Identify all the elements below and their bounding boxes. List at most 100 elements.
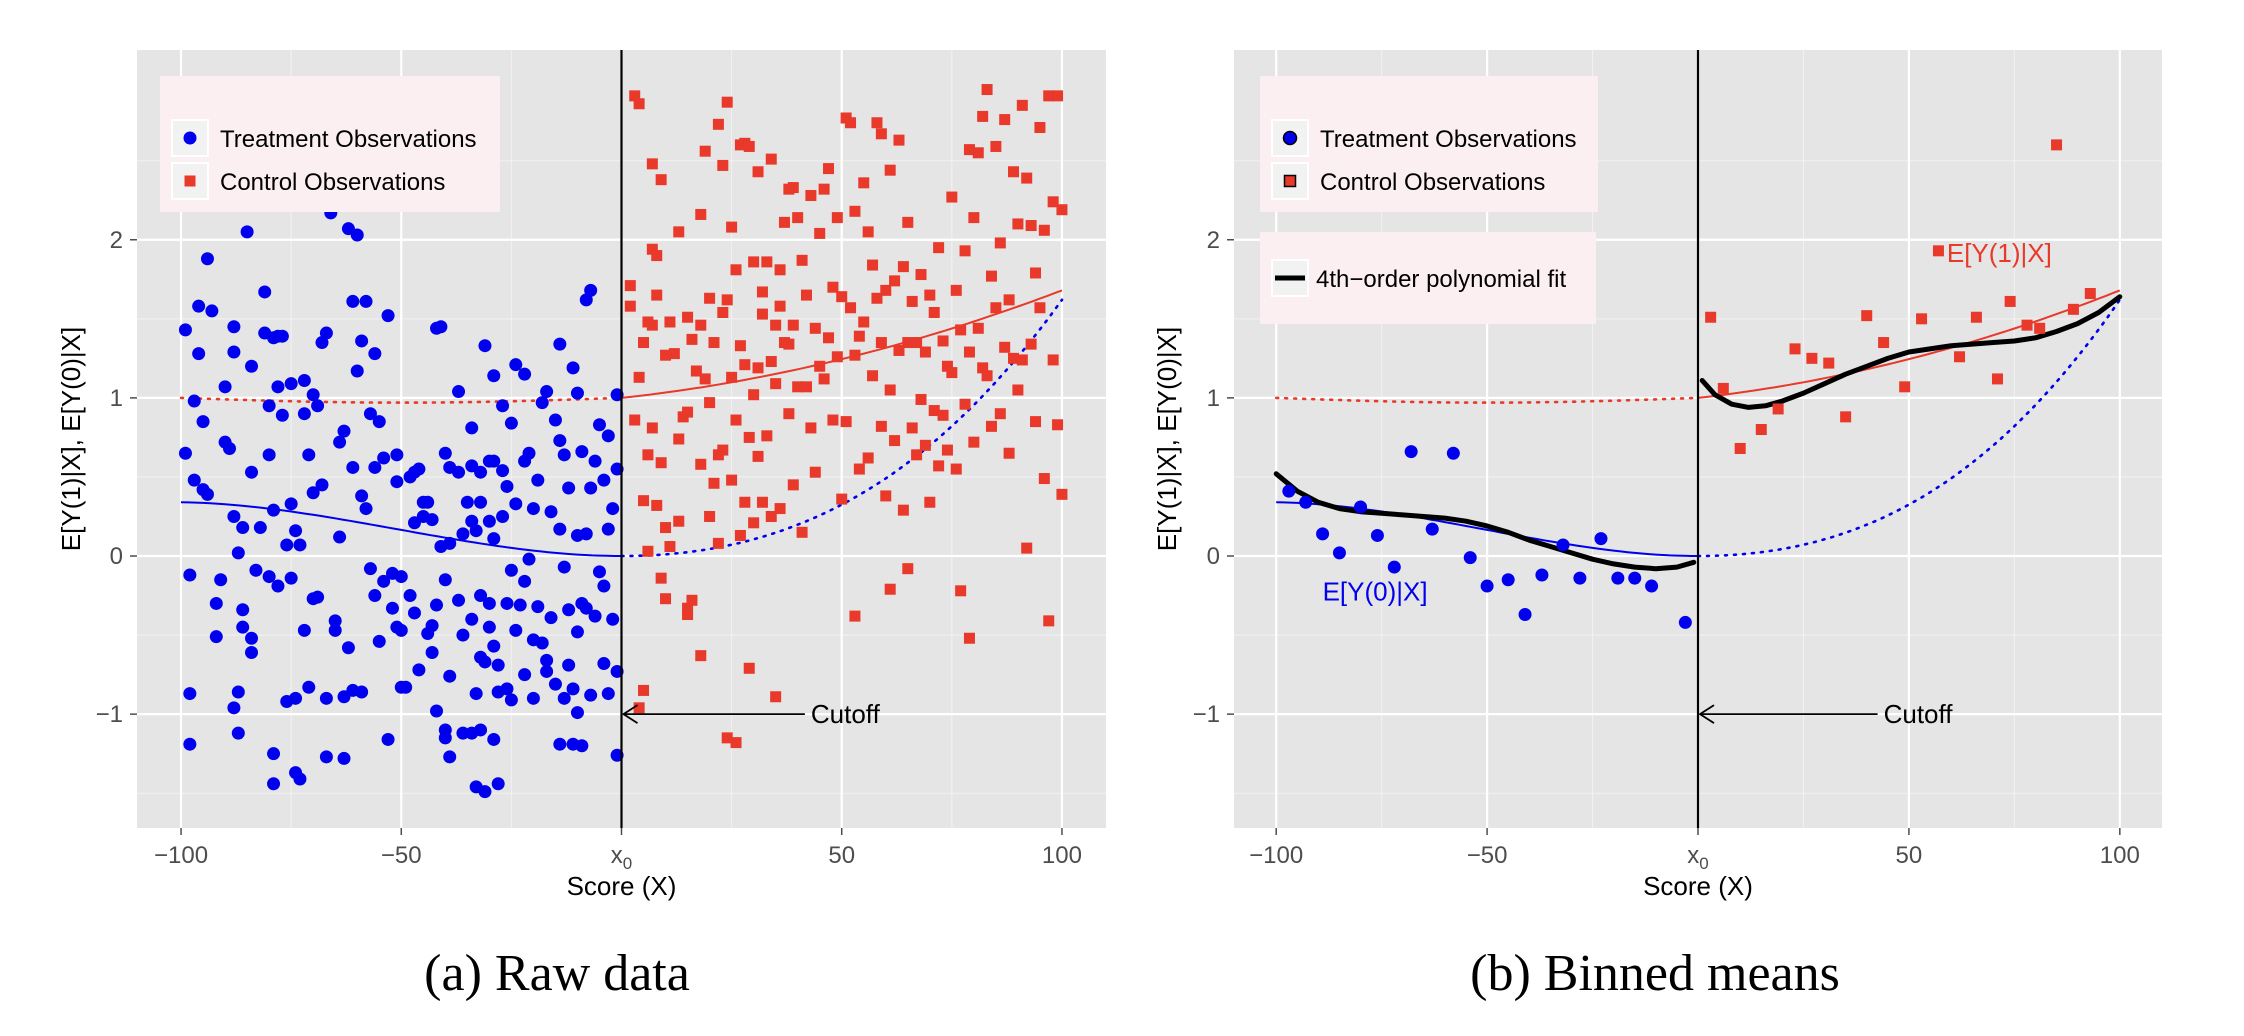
control-point (699, 145, 711, 157)
treatment-point (355, 489, 369, 503)
treatment-point (526, 691, 540, 705)
treatment-point (192, 299, 206, 313)
treatment-point (1678, 615, 1692, 629)
control-point (787, 319, 799, 331)
control-point (884, 164, 896, 176)
control-point (1755, 424, 1767, 436)
treatment-point (491, 777, 505, 791)
y-axis-title: E[Y(1)|X], E[Y(0)|X] (56, 327, 86, 551)
control-point (893, 344, 905, 356)
treatment-point (319, 326, 333, 340)
curve-control-dotted (1274, 396, 1700, 404)
control-point (1016, 99, 1028, 111)
treatment-point (311, 590, 325, 604)
control-point (646, 422, 658, 434)
control-point (889, 275, 901, 287)
treatment-point (297, 373, 311, 387)
treatment-point (249, 563, 263, 577)
control-point (950, 284, 962, 296)
treatment-point (377, 451, 391, 465)
control-point (827, 281, 839, 293)
treatment-point (368, 347, 382, 361)
treatment-point (584, 688, 598, 702)
control-point (937, 335, 949, 347)
treatment-point (245, 645, 259, 659)
control-point (748, 517, 760, 529)
control-point (664, 541, 676, 553)
control-point (985, 420, 997, 432)
control-point (836, 291, 848, 303)
treatment-point (509, 497, 523, 511)
control-point (902, 563, 914, 575)
control-point (752, 166, 764, 178)
treatment-point (438, 446, 452, 460)
control-point (638, 495, 650, 507)
treatment-point (284, 497, 298, 511)
treatment-point (443, 750, 457, 764)
treatment-point (1594, 532, 1608, 546)
legend-label: Treatment Observations (1320, 126, 1577, 153)
treatment-point (553, 522, 567, 536)
treatment-point (227, 345, 241, 359)
treatment-point (478, 785, 492, 799)
control-point (624, 300, 636, 312)
treatment-point (500, 682, 514, 696)
control-point (642, 545, 654, 557)
control-point (730, 414, 742, 426)
treatment-point (200, 487, 214, 501)
treatment-point (394, 623, 408, 637)
control-point (756, 496, 768, 508)
treatment-point (557, 448, 571, 462)
treatment-point (570, 386, 584, 400)
treatment-point (522, 552, 536, 566)
control-point (739, 496, 751, 508)
treatment-point (311, 399, 325, 413)
control-point (972, 147, 984, 159)
treatment-point (245, 359, 259, 373)
control-point (827, 414, 839, 426)
panel-binned-means: −100 −50 x0 50 100 −1 0 1 2 Score (X) E[Y(1)|X], E… (1152, 50, 2162, 1002)
control-point (809, 466, 821, 478)
treatment-point (1645, 579, 1659, 593)
control-point (655, 572, 667, 584)
treatment-point (183, 737, 197, 751)
y-tick-label: −1 (96, 701, 123, 728)
treatment-point (328, 623, 342, 637)
control-point (726, 371, 738, 383)
fit-legend-box (1260, 232, 1596, 324)
control-point (739, 359, 751, 371)
control-point (717, 159, 729, 171)
x-tick-label: 100 (1042, 842, 1082, 869)
treatment-point (183, 687, 197, 701)
treatment-point (588, 454, 602, 468)
treatment-point (341, 641, 355, 655)
treatment-point (474, 495, 488, 509)
treatment-point (306, 388, 320, 402)
control-point (968, 436, 980, 448)
x-tick-subscript: 0 (623, 854, 632, 873)
treatment-point (412, 462, 426, 476)
treatment-point (504, 563, 518, 577)
control-point (1034, 302, 1046, 314)
control-point (792, 212, 804, 224)
legend-box (1260, 76, 1598, 212)
treatment-point (584, 481, 598, 495)
treatment-point (452, 593, 466, 607)
legend-marker-control (184, 175, 196, 187)
x-tick-label: −100 (154, 842, 208, 869)
treatment-point (271, 579, 285, 593)
control-point (682, 609, 694, 621)
control-point (642, 449, 654, 461)
control-point (765, 356, 777, 368)
treatment-point (610, 664, 624, 678)
control-point (1008, 166, 1020, 178)
control-point (664, 316, 676, 328)
treatment-point (262, 448, 276, 462)
control-point (638, 684, 650, 696)
treatment-point (430, 598, 444, 612)
control-point (787, 479, 799, 491)
control-point (871, 292, 883, 304)
control-point (814, 360, 826, 372)
x-tick-label: x0 (1687, 842, 1708, 873)
control-point (831, 351, 843, 363)
